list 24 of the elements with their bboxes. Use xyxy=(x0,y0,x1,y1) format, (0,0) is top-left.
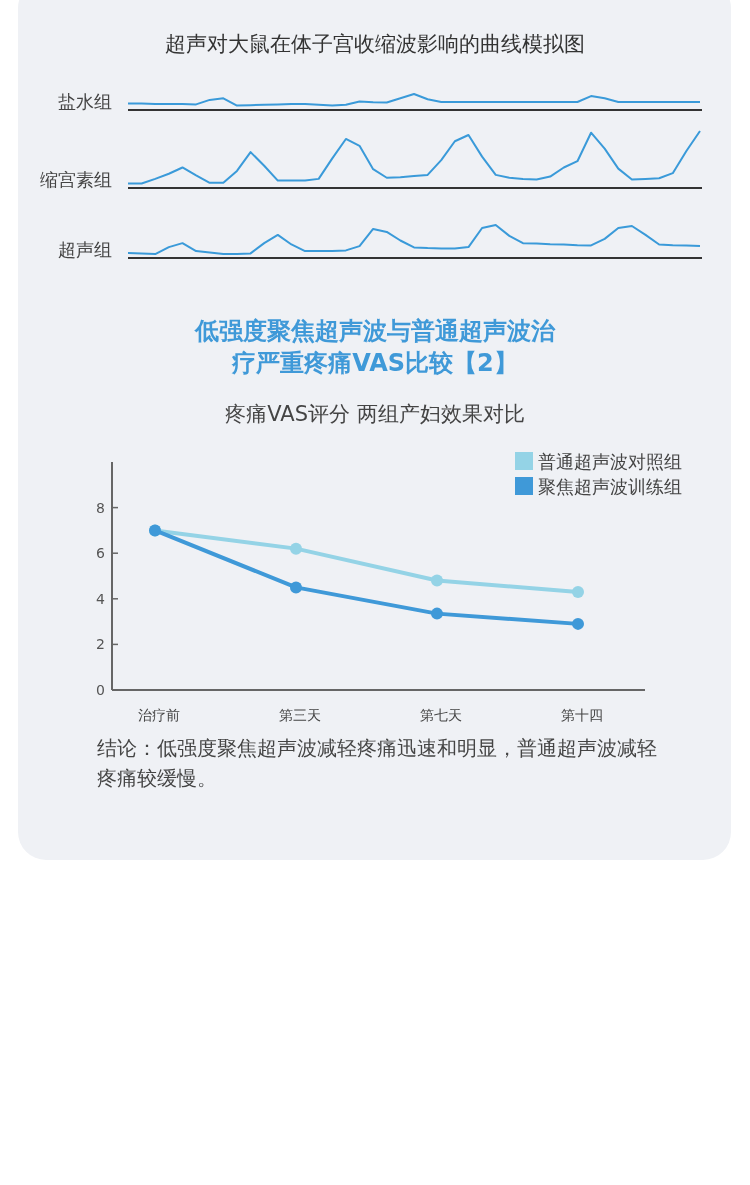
point xyxy=(290,542,302,555)
y-tick-label: 2 xyxy=(96,636,105,653)
point xyxy=(431,607,443,620)
x-tick-label: 第十四 xyxy=(561,707,603,723)
chart-title: 低强度聚焦超声波与普通超声波治疗严重疼痛VAS比较【2】 xyxy=(195,316,555,379)
legend-label: 普通超声波对照组 xyxy=(538,451,682,472)
x-tick-label: 治疗前 xyxy=(138,707,180,723)
legend-label: 聚焦超声波训练组 xyxy=(538,476,682,497)
x-tick-label: 第三天 xyxy=(279,707,321,723)
point xyxy=(290,581,302,594)
y-tick-label: 0 xyxy=(96,682,105,698)
series-label: 缩宫素组 xyxy=(40,169,112,190)
text: 结论：低强度聚焦超声波减轻疼痛迅速和明显，普通超声波减轻疼痛较缓慢。 xyxy=(97,735,658,792)
y-tick-label: 8 xyxy=(96,499,105,516)
y-tick-label: 6 xyxy=(96,545,106,562)
chart-title: 超声对大鼠在体子宫收缩波影响的曲线模拟图 xyxy=(164,31,586,58)
point xyxy=(572,585,584,598)
chart-subtitle: 疼痛VAS评分 两组产妇效果对比 xyxy=(224,401,526,428)
x-tick-label: 第七天 xyxy=(420,707,462,723)
point xyxy=(572,617,584,630)
point xyxy=(431,574,443,587)
y-tick-label: 4 xyxy=(96,590,106,607)
series-label: 盐水组 xyxy=(58,91,112,112)
series-label: 超声组 xyxy=(58,239,112,260)
